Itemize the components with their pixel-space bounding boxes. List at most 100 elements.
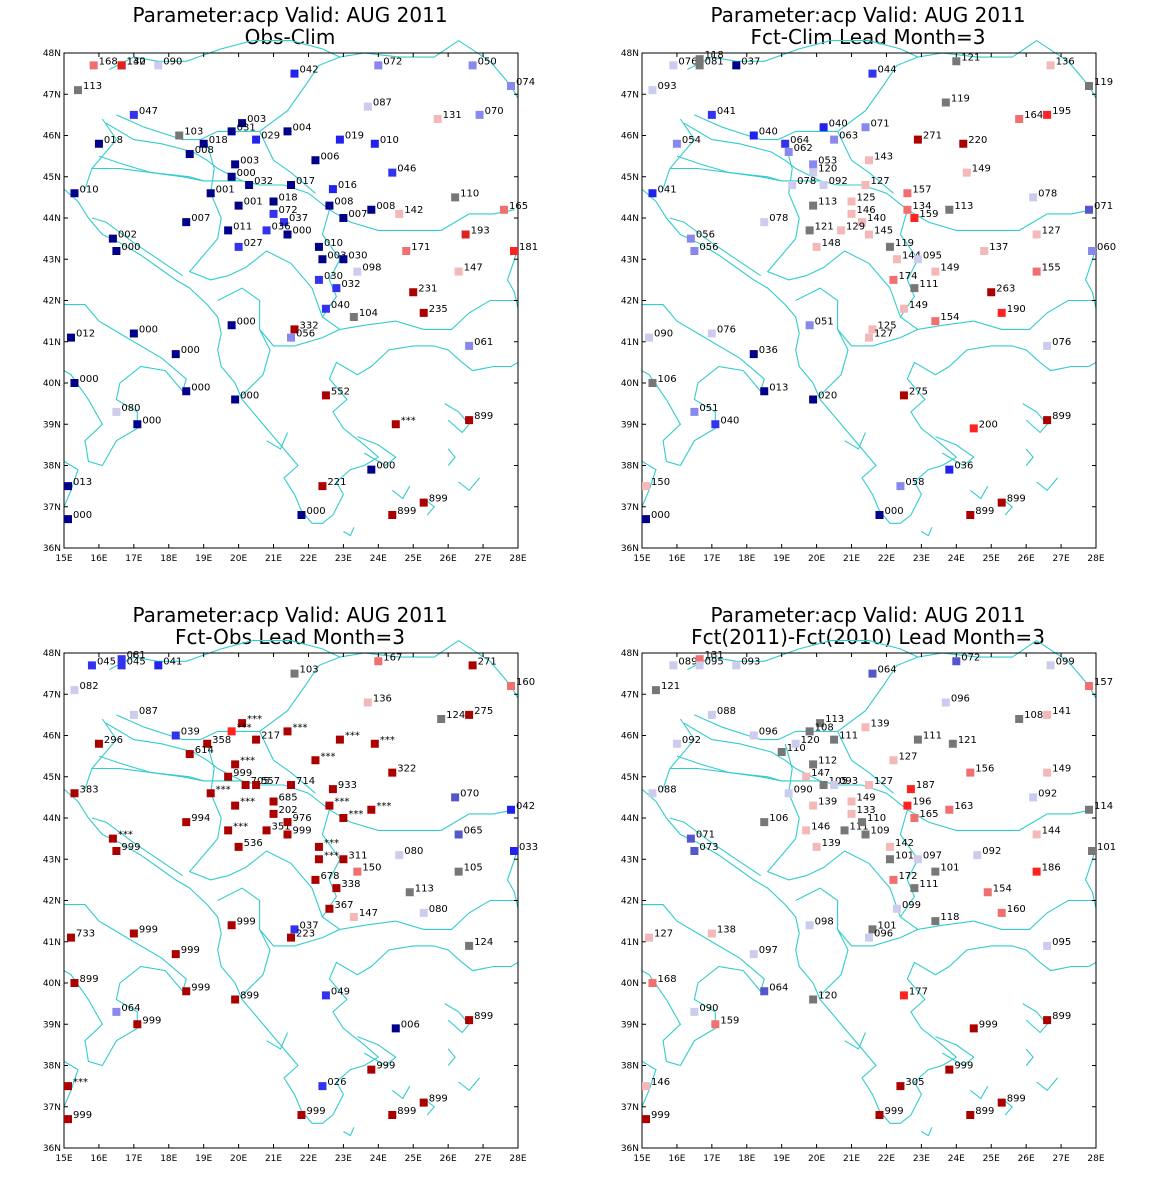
coastline-10 xyxy=(837,731,894,794)
station: 113 xyxy=(405,883,434,897)
station: 999 xyxy=(224,768,252,781)
station-value: 008 xyxy=(334,197,353,208)
station-marker xyxy=(117,61,126,70)
coastline-25 xyxy=(343,1127,355,1137)
station: 046 xyxy=(388,164,416,177)
station-value: *** xyxy=(345,731,360,742)
station: 013 xyxy=(760,382,788,396)
coastline-1 xyxy=(241,345,519,524)
y-tick-label: 38N xyxy=(43,462,61,472)
station: 999 xyxy=(182,982,210,996)
station-marker xyxy=(868,925,877,934)
station: 144 xyxy=(1032,826,1061,839)
station: 311 xyxy=(339,850,367,864)
station-marker xyxy=(809,995,818,1004)
station: 104 xyxy=(349,308,378,321)
station: 045 xyxy=(87,656,116,670)
station: *** xyxy=(370,735,395,748)
station-marker xyxy=(64,1082,72,1091)
station-marker xyxy=(809,395,818,404)
x-tick-label: 27E xyxy=(475,1154,492,1164)
station-value: 127 xyxy=(874,776,893,787)
station-marker xyxy=(1029,793,1038,802)
station-value: 106 xyxy=(657,374,676,385)
y-tick-label: 42N xyxy=(621,297,639,307)
coastline-25 xyxy=(921,527,933,537)
station-marker xyxy=(760,387,769,396)
station: 054 xyxy=(672,135,701,148)
station: 146 xyxy=(802,821,830,835)
station-marker xyxy=(234,242,243,251)
station: 040 xyxy=(321,300,350,313)
station: 040 xyxy=(749,127,778,140)
station: 063 xyxy=(830,131,858,144)
station: 087 xyxy=(363,98,392,111)
station-value: 263 xyxy=(996,283,1015,294)
station-marker xyxy=(1088,847,1096,855)
station-value: 098 xyxy=(362,263,381,274)
station-value: 109 xyxy=(871,826,890,837)
y-tick-label: 41N xyxy=(43,338,61,348)
y-axis: 36N 37N 38N 39N 40N 41N 42N 43N 44N 45N 46N 47N 48N xyxy=(43,49,518,554)
station-value: 127 xyxy=(898,751,917,762)
station: 092 xyxy=(973,846,1001,860)
station: 000 xyxy=(367,461,395,474)
y-tick-label: 37N xyxy=(43,503,61,513)
station-value: 000 xyxy=(79,374,98,385)
station-value: 020 xyxy=(818,391,837,402)
station-marker xyxy=(363,102,372,111)
coastline-17 xyxy=(669,817,762,877)
station-value: *** xyxy=(240,755,255,766)
coastline-16 xyxy=(669,167,782,182)
station-marker xyxy=(468,661,477,670)
station-marker xyxy=(70,686,79,695)
x-tick-label: 22E xyxy=(878,554,895,564)
station: 080 xyxy=(395,846,423,860)
station: 113 xyxy=(816,714,844,728)
station-value: 139 xyxy=(818,797,837,808)
station-value: 536 xyxy=(244,838,263,849)
station: 097 xyxy=(749,945,778,959)
station: 070 xyxy=(475,106,504,119)
panel-fct-clim: Parameter:acp Valid: AUG 2011 Fct-Clim L… xyxy=(598,2,1138,582)
coastline-17 xyxy=(91,217,184,277)
station-value: 056 xyxy=(699,242,718,253)
station-marker xyxy=(987,288,996,297)
station-marker xyxy=(311,875,320,884)
station-marker xyxy=(809,160,818,169)
station-value: 147 xyxy=(811,768,830,779)
station: 101 xyxy=(931,863,959,876)
station: 899 xyxy=(966,1106,994,1119)
coastline-13 xyxy=(795,287,919,347)
station-value: 156 xyxy=(975,764,994,775)
coastline-6 xyxy=(98,155,243,182)
station: 001 xyxy=(234,197,263,210)
station-value: 367 xyxy=(334,900,353,911)
station-marker xyxy=(805,226,814,235)
y-tick-label: 47N xyxy=(621,90,639,100)
coastline-14 xyxy=(241,329,271,396)
station-marker xyxy=(231,160,240,169)
station-marker xyxy=(1029,193,1038,202)
station: 008 xyxy=(367,201,395,214)
station-value: 000 xyxy=(884,506,903,517)
panel-obs-clim: Parameter:acp Valid: AUG 2011 Obs-Clim 1… xyxy=(20,2,560,582)
station: 053 xyxy=(809,155,837,169)
station-marker xyxy=(182,818,191,827)
coastline-3 xyxy=(63,904,187,1067)
station: 047 xyxy=(129,106,158,119)
coastline-8 xyxy=(694,114,821,141)
station-value: 096 xyxy=(951,694,970,705)
station-value: 076 xyxy=(717,325,736,336)
station: 138 xyxy=(707,925,736,938)
coastline-4 xyxy=(641,1060,657,1108)
station-value: 221 xyxy=(327,477,346,488)
station: 899 xyxy=(1043,411,1071,425)
station-value: 101 xyxy=(1097,842,1116,853)
station: 999 xyxy=(133,1015,161,1029)
station-value: 113 xyxy=(415,883,434,894)
station-value: 016 xyxy=(338,180,357,191)
station-marker xyxy=(321,391,330,400)
station: 099 xyxy=(1046,656,1075,670)
station: 049 xyxy=(321,986,350,1000)
